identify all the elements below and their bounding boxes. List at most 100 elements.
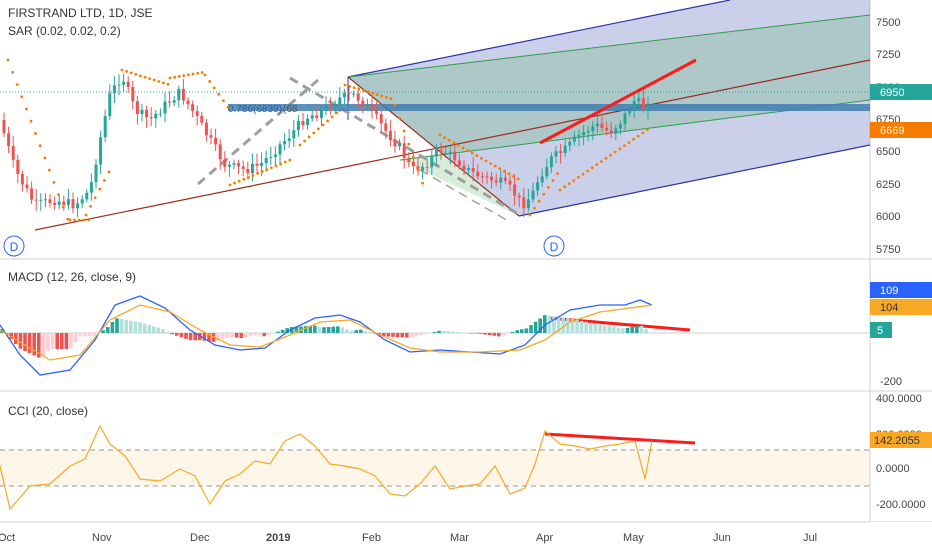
candle-body: [586, 131, 590, 133]
histogram-bar: [391, 333, 395, 337]
sar-dot: [577, 175, 580, 179]
histogram-bar: [497, 333, 501, 337]
sar-dot: [52, 181, 56, 184]
candle-body: [168, 101, 172, 103]
sar-dots: [6, 58, 649, 222]
histogram-bar: [520, 329, 524, 333]
macd-legend[interactable]: MACD (12, 26, close, 9): [8, 270, 137, 284]
dashed-channel[interactable]: [197, 76, 521, 223]
candle-body: [250, 163, 254, 174]
candle-body: [618, 124, 622, 129]
histogram-bar: [483, 333, 487, 335]
histogram-bar: [221, 333, 225, 340]
time-label: Feb: [362, 532, 381, 544]
sar-dot: [29, 119, 33, 123]
sar-dot: [330, 115, 334, 119]
candle-body: [315, 115, 319, 118]
histogram-bar: [326, 326, 331, 333]
sar-dot: [89, 204, 92, 208]
fib-level-band[interactable]: [228, 104, 870, 111]
histogram-bar: [37, 333, 41, 358]
sar-dot: [357, 87, 361, 91]
sar-dot: [443, 136, 446, 139]
histogram-bar: [179, 333, 184, 338]
histogram-bar: [202, 333, 207, 341]
sar-legend[interactable]: SAR (0.02, 0.02, 0.2): [8, 24, 121, 38]
time-axis[interactable]: Oct Nov Dec 2019 Feb Mar Apr May Jun Jul: [0, 532, 817, 544]
histogram-bar: [78, 333, 82, 337]
sar-dot: [312, 131, 316, 135]
candle-body: [108, 93, 112, 117]
sar-dot: [256, 172, 259, 175]
candle-body: [485, 176, 489, 178]
histogram-bar: [487, 333, 492, 336]
price-pane[interactable]: [0, 0, 870, 258]
candle-body: [57, 201, 61, 205]
fib-level-label-2: (68: [283, 104, 298, 115]
candle-body: [545, 167, 549, 177]
histogram-bar: [193, 333, 197, 341]
sar-dot: [260, 170, 264, 173]
candle-body: [306, 118, 310, 126]
sar-dot: [604, 156, 608, 160]
sar-dot: [48, 168, 51, 172]
cci-pane[interactable]: [0, 392, 870, 522]
dividend-marker[interactable]: D: [3, 235, 25, 257]
sar-dot: [484, 159, 488, 163]
sar-dot: [563, 185, 566, 189]
sar-dot: [581, 172, 585, 176]
candle-body: [66, 199, 70, 205]
candle-body: [508, 180, 512, 185]
candle-body: [103, 116, 107, 138]
histogram-bar: [437, 330, 441, 333]
time-label: Apr: [536, 532, 553, 544]
sar-dot: [438, 133, 442, 137]
histogram-bar: [409, 333, 414, 338]
sar-dot: [157, 80, 161, 83]
histogram-bar: [386, 333, 391, 337]
candle-body: [126, 81, 130, 87]
candle-body: [370, 104, 374, 109]
sar-dot: [542, 192, 546, 196]
price-tick: 7250: [876, 49, 900, 61]
sar-dot: [412, 155, 415, 159]
histogram-bar: [303, 326, 308, 333]
cci-legend[interactable]: CCI (20, close): [8, 404, 89, 418]
candle-body: [163, 101, 167, 114]
symbol-title[interactable]: FIRSTRAND LTD, 1D, JSE: [8, 6, 153, 20]
candle-body: [628, 110, 632, 114]
histogram-bar: [225, 333, 230, 338]
svg-text:D: D: [550, 240, 559, 254]
candle-body: [310, 115, 314, 119]
sar-dot: [222, 99, 225, 103]
candle-body: [89, 182, 93, 193]
dividend-marker[interactable]: D: [543, 235, 565, 257]
candle-body: [62, 201, 66, 205]
histogram-bar: [547, 315, 552, 333]
candle-body: [352, 93, 356, 95]
histogram-bar: [336, 326, 340, 333]
sar-dot: [380, 94, 384, 98]
time-label: Dec: [190, 532, 210, 544]
sar-dot: [613, 150, 617, 154]
price-tick: 6500: [876, 146, 900, 158]
candle-body: [76, 203, 80, 209]
hist-tag-bg: [870, 322, 892, 338]
cci-axis[interactable]: 400.0000 200.0000 0.0000 -200.0000: [876, 393, 926, 511]
sar-dot: [84, 213, 88, 217]
candle-body: [227, 164, 231, 167]
histogram-bar: [552, 316, 556, 333]
histogram-bar: [41, 333, 46, 356]
sar-dot: [139, 74, 142, 78]
candle-body: [549, 156, 553, 168]
sar-dot: [208, 80, 212, 83]
candle-body: [402, 143, 406, 158]
candle-body: [209, 135, 213, 138]
candle-body: [237, 163, 241, 167]
sar-dot: [20, 95, 24, 99]
candle-body: [292, 130, 296, 139]
candlestick-series[interactable]: [2, 73, 650, 218]
candle-body: [20, 174, 24, 185]
